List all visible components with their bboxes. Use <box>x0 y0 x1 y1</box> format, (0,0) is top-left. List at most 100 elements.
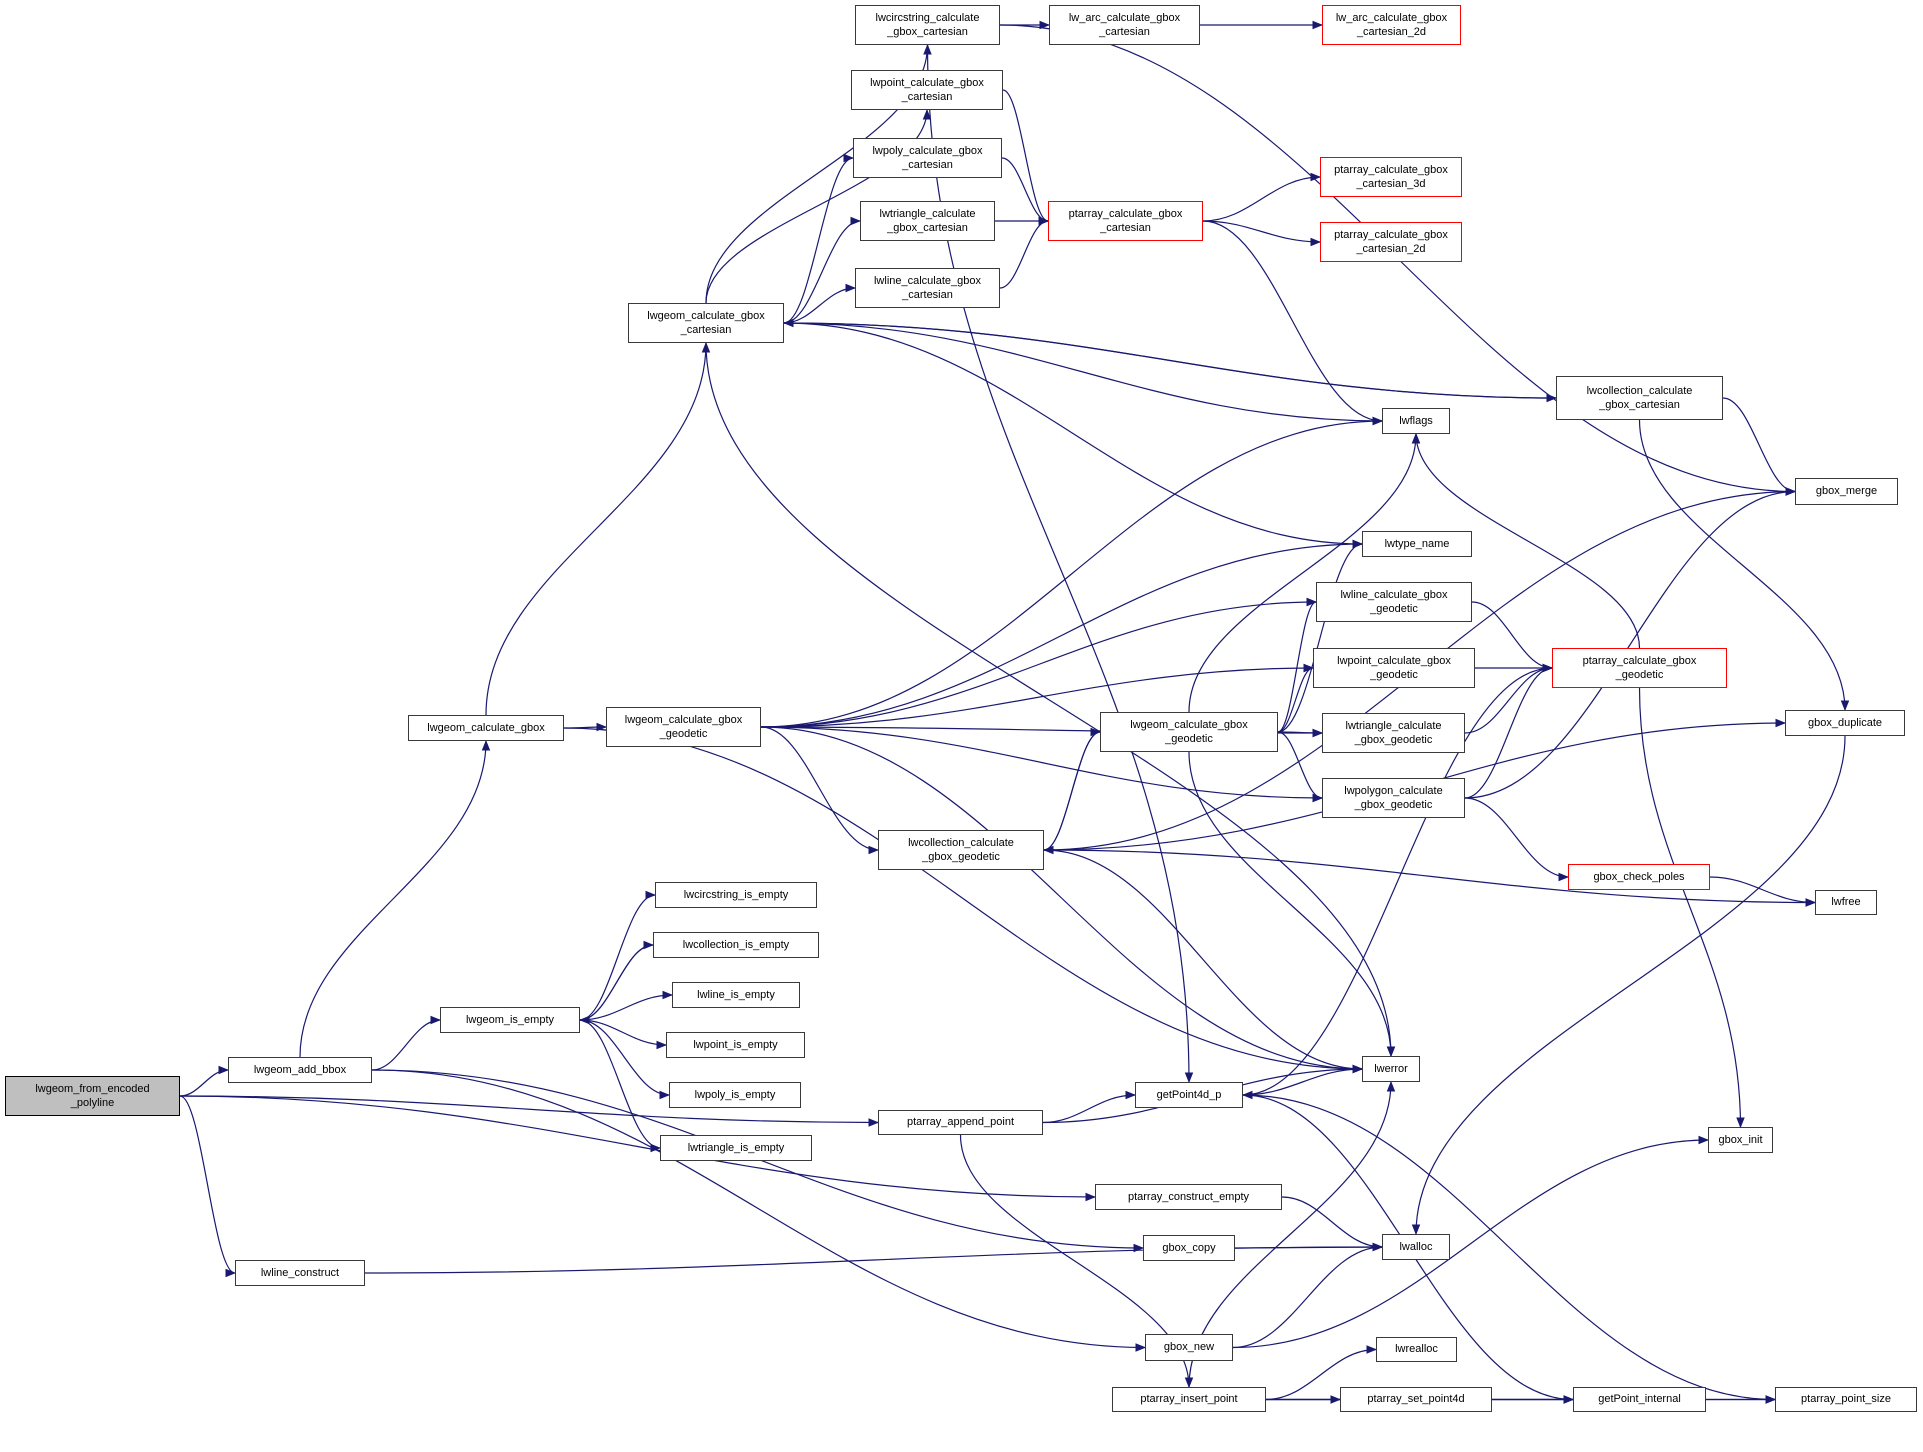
graph-node-lwalloc[interactable]: lwalloc <box>1382 1234 1450 1260</box>
graph-node-circ_empty[interactable]: lwcircstring_is_empty <box>655 882 817 908</box>
call-edge-poly_geo-ptarray_geo <box>1464 663 1554 799</box>
call-edge-geo_l-poly_geo <box>760 726 1324 803</box>
graph-node-is_empty[interactable]: lwgeom_is_empty <box>440 1007 580 1033</box>
graph-node-point_empty[interactable]: lwpoint_is_empty <box>666 1032 805 1058</box>
graph-node-lwtype_name[interactable]: lwtype_name <box>1362 531 1472 557</box>
call-edge-root-add_bbox <box>179 1065 230 1097</box>
graph-node-tri_empty[interactable]: lwtriangle_is_empty <box>660 1135 812 1161</box>
graph-node-tri_geo[interactable]: lwtriangle_calculate _gbox_geodetic <box>1322 713 1465 753</box>
call-edge-geo_m-lwflags <box>1188 432 1421 713</box>
graph-node-ptarray_geo[interactable]: ptarray_calculate_gbox _geodetic <box>1552 648 1727 688</box>
call-edge-is_empty-circ_empty <box>579 890 657 1021</box>
call-edge-add_bbox-is_empty <box>371 1015 442 1071</box>
graph-node-poly_geo[interactable]: lwpolygon_calculate _gbox_geodetic <box>1322 778 1465 818</box>
graph-node-ptarray_cart_3d[interactable]: ptarray_calculate_gbox _cartesian_3d <box>1320 157 1462 197</box>
call-edge-gbox_duplicate-lwalloc <box>1411 735 1846 1236</box>
call-edge-coll_geo-lwfree <box>1043 849 1817 907</box>
call-edge-gbox_check_poles-lwfree <box>1709 876 1817 907</box>
graph-node-circ_cart[interactable]: lwcircstring_calculate _gbox_cartesian <box>855 5 1000 45</box>
call-edge-geom_cart-poly_cart <box>783 153 855 324</box>
call-edge-geo_l-lwflags <box>760 416 1384 728</box>
graph-node-gbox_duplicate[interactable]: gbox_duplicate <box>1785 710 1905 736</box>
graph-node-gbox_copy[interactable]: gbox_copy <box>1143 1235 1235 1261</box>
call-edge-ptarray_cart-ptarray_cart_3d <box>1202 172 1322 222</box>
call-edge-is_empty-poly_empty <box>579 1019 671 1100</box>
graph-node-coll_empty[interactable]: lwcollection_is_empty <box>653 932 819 958</box>
graph-node-line_cart[interactable]: lwline_calculate_gbox _cartesian <box>855 268 1000 308</box>
graph-node-point_cart[interactable]: lwpoint_calculate_gbox _cartesian <box>851 70 1003 110</box>
call-edge-geo_l-coll_geo <box>760 726 880 855</box>
graph-node-geom_cart[interactable]: lwgeom_calculate_gbox _cartesian <box>628 303 784 343</box>
call-edge-is_empty-point_empty <box>579 1019 668 1050</box>
graph-node-arc_cart_2d[interactable]: lw_arc_calculate_gbox _cartesian_2d <box>1322 5 1461 45</box>
graph-node-gbox_new[interactable]: gbox_new <box>1145 1334 1233 1361</box>
call-edge-append_point-getpoint4d_p <box>1042 1090 1137 1124</box>
graph-node-coll_geo[interactable]: lwcollection_calculate _gbox_geodetic <box>878 830 1044 870</box>
call-edge-getpoint4d_p-point_size <box>1242 1094 1777 1404</box>
call-edge-geo_l-lwerror <box>760 726 1364 1074</box>
call-edge-line_geo-ptarray_geo <box>1471 601 1554 673</box>
graph-node-tri_cart[interactable]: lwtriangle_calculate _gbox_cartesian <box>860 201 995 241</box>
call-edge-geom_cart-lwerror <box>705 342 1396 1058</box>
call-edge-point_cart-ptarray_cart <box>1002 89 1050 226</box>
call-edge-root-construct_empty <box>179 1095 1097 1202</box>
graph-node-insert_point[interactable]: ptarray_insert_point <box>1112 1387 1266 1412</box>
call-edge-coll_cart-geom_cart <box>782 318 1557 399</box>
call-edge-geo_m-point_geo <box>1277 663 1315 733</box>
call-edge-ptarray_cart-lwflags <box>1202 220 1384 426</box>
graph-node-gbox_init[interactable]: gbox_init <box>1708 1127 1773 1153</box>
call-edge-line_cart-ptarray_cart <box>999 216 1050 289</box>
call-edge-gbox_new-lwalloc <box>1232 1242 1384 1349</box>
call-edge-is_empty-tri_empty <box>579 1019 662 1153</box>
graph-node-ptarray_cart_2d[interactable]: ptarray_calculate_gbox _cartesian_2d <box>1320 222 1462 262</box>
graph-node-line_geo[interactable]: lwline_calculate_gbox _geodetic <box>1316 582 1472 622</box>
call-edge-geo_m-tri_geo <box>1277 728 1324 738</box>
graph-node-construct_empty[interactable]: ptarray_construct_empty <box>1095 1184 1282 1210</box>
call-edge-ptarray_geo-lwflags <box>1411 432 1641 649</box>
call-edge-coll_cart-gbox_duplicate <box>1638 419 1850 712</box>
graph-node-lwerror[interactable]: lwerror <box>1362 1056 1420 1082</box>
graph-node-add_bbox[interactable]: lwgeom_add_bbox <box>228 1057 372 1083</box>
graph-node-poly_empty[interactable]: lwpoly_is_empty <box>669 1082 801 1108</box>
graph-node-line_empty[interactable]: lwline_is_empty <box>672 982 800 1008</box>
call-edge-ptarray_geo-getpoint4d_p <box>1241 667 1553 1100</box>
graph-node-poly_cart[interactable]: lwpoly_calculate_gbox _cartesian <box>853 138 1002 178</box>
graph-node-geo_l[interactable]: lwgeom_calculate_gbox _geodetic <box>606 707 761 747</box>
call-edge-coll_geo-geo_m <box>1043 727 1102 851</box>
graph-node-point_geo[interactable]: lwpoint_calculate_gbox _geodetic <box>1313 648 1475 688</box>
graph-node-point_size[interactable]: ptarray_point_size <box>1775 1387 1917 1412</box>
call-edge-poly_geo-gbox_check_poles <box>1464 797 1570 882</box>
graph-node-geo_m[interactable]: lwgeom_calculate_gbox _geodetic <box>1100 712 1278 752</box>
graph-node-lwflags[interactable]: lwflags <box>1382 408 1450 434</box>
graph-node-gbox_merge[interactable]: gbox_merge <box>1795 478 1898 505</box>
graph-node-lwfree[interactable]: lwfree <box>1815 890 1877 915</box>
graph-node-lwrealloc[interactable]: lwrealloc <box>1376 1337 1457 1362</box>
call-edge-gbox_new-gbox_init <box>1232 1135 1710 1349</box>
call-edge-geo_l-lwtype_name <box>760 539 1364 728</box>
call-edge-geom_cart-lwtype_name <box>783 322 1364 549</box>
call-edge-geom_cart-lwflags <box>783 322 1384 426</box>
graph-node-getpoint_internal[interactable]: getPoint_internal <box>1573 1387 1706 1412</box>
call-edge-poly_geo-gbox_merge <box>1464 487 1797 799</box>
graph-node-line_construct[interactable]: lwline_construct <box>235 1260 365 1286</box>
graph-node-arc_cart[interactable]: lw_arc_calculate_gbox _cartesian <box>1049 5 1200 45</box>
call-edge-geo_m-poly_geo <box>1277 731 1324 803</box>
call-edge-geo_m-lwerror <box>1188 751 1396 1058</box>
call-edge-ptarray_cart-ptarray_cart_2d <box>1202 220 1322 247</box>
graph-node-ptarray_cart[interactable]: ptarray_calculate_gbox _cartesian <box>1048 201 1203 241</box>
graph-node-calc_gbox[interactable]: lwgeom_calculate_gbox <box>408 715 564 741</box>
graph-node-coll_cart[interactable]: lwcollection_calculate _gbox_cartesian <box>1556 376 1723 420</box>
call-edge-add_bbox-calc_gbox <box>299 739 491 1058</box>
call-edge-is_empty-line_empty <box>579 990 674 1021</box>
call-edge-coll_geo-lwerror <box>1043 849 1364 1074</box>
graph-node-append_point[interactable]: ptarray_append_point <box>878 1110 1043 1135</box>
call-edge-geom_cart-tri_cart <box>783 216 862 324</box>
graph-node-set_point4d[interactable]: ptarray_set_point4d <box>1340 1387 1492 1412</box>
graph-node-gbox_check_poles[interactable]: gbox_check_poles <box>1568 864 1710 890</box>
call-edge-geo_l-line_geo <box>760 597 1318 728</box>
graph-node-getpoint4d_p[interactable]: getPoint4d_p <box>1135 1082 1243 1108</box>
call-edge-root-append_point <box>179 1095 880 1127</box>
call-edge-geo_l-point_geo <box>760 663 1315 728</box>
